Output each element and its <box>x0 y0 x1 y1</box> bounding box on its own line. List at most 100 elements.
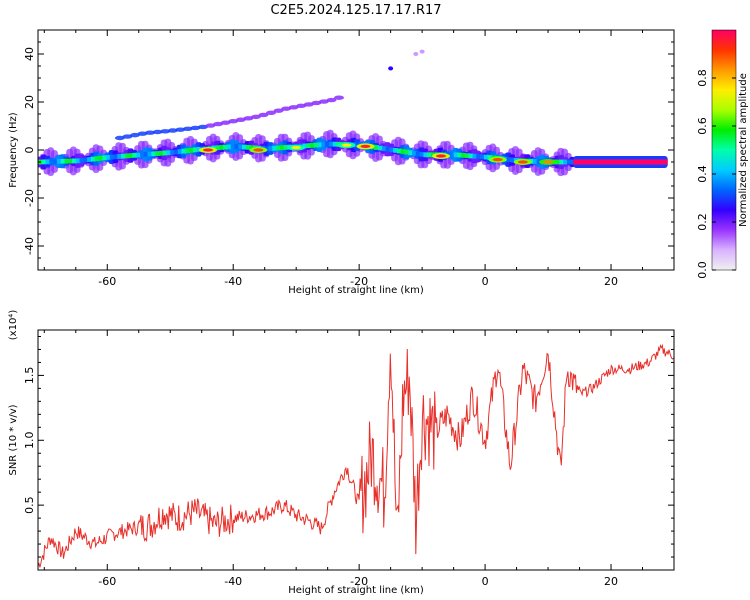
harmonic-cell <box>243 116 254 121</box>
heatmap-core-cell <box>332 141 338 147</box>
heatmap-core-cell <box>396 148 402 154</box>
spectrogram-x-ticks: -60 -40 -20 0 20 <box>43 30 675 288</box>
heatmap-core-cell <box>124 153 130 159</box>
y-tick-label: -40 <box>23 237 36 255</box>
harmonic-cell <box>182 126 193 131</box>
harmonic-cell <box>288 105 299 110</box>
harmonic-cell <box>273 108 284 113</box>
heatmap-core-cell <box>476 154 482 159</box>
harmonic-cell <box>303 102 314 107</box>
heatmap-core-cell <box>60 158 66 164</box>
colorbar-ticks: 0.0 0.2 0.4 0.6 0.8 <box>696 69 736 279</box>
x-tick-label: -40 <box>224 575 242 588</box>
snr-y-ticks: 0.5 1.0 1.5 <box>23 335 674 558</box>
y-tick-label: -20 <box>23 189 36 207</box>
heatmap-core-cell <box>49 159 55 165</box>
heatmap-core-cell <box>559 159 565 165</box>
x-tick-label: 20 <box>604 275 618 288</box>
heatmap-core-cell <box>378 145 383 151</box>
heatmap-core-cell <box>468 153 474 159</box>
spectrogram-y-ticks: -40 -20 0 20 40 <box>23 29 674 271</box>
heatmap-core-cell <box>532 159 538 164</box>
heatmap-core-cell <box>415 151 421 157</box>
harmonic-cell <box>129 132 140 138</box>
heatmap-core-cell <box>68 158 74 164</box>
hotspot <box>341 143 352 147</box>
heatmap-core-cell <box>98 155 104 161</box>
x-tick-label: 20 <box>604 575 618 588</box>
spectrogram-heatmap <box>38 49 668 177</box>
x-tick-label: -40 <box>224 275 242 288</box>
heatmap-core-cell <box>408 150 414 156</box>
heatmap-core-cell <box>128 153 134 158</box>
heatmap-core-cell <box>189 147 194 153</box>
heatmap-core-cell <box>87 157 92 162</box>
heatmap-core-cell <box>464 153 470 159</box>
heatmap-core-cell <box>506 157 512 163</box>
heatmap-core-cell <box>162 150 168 156</box>
colorbar-tick-label: 0.2 <box>696 213 709 231</box>
heatmap-core-cell <box>113 154 119 160</box>
heatmap-core-cell <box>321 142 327 147</box>
heatmap-core-cell <box>192 147 198 153</box>
heatmap-core-cell <box>132 152 138 158</box>
harmonic-cell <box>160 129 171 134</box>
heatmap-core-cell <box>102 155 108 161</box>
heatmap-core-cell <box>400 149 406 154</box>
colorbar-label: Normalized spectral amplitude <box>738 73 749 227</box>
hotspot <box>517 160 528 164</box>
y-tick-label: 0 <box>23 147 36 154</box>
harmonic-cell <box>114 135 125 141</box>
heatmap-core-cell <box>90 156 96 162</box>
heatmap-core-cell <box>536 159 542 164</box>
heatmap-core-cell <box>177 149 183 154</box>
heatmap-core-cell <box>234 144 240 149</box>
hotspot <box>492 158 503 162</box>
heatmap-core-cell <box>170 150 176 155</box>
harmonic-cell <box>318 99 329 104</box>
x-tick-label: -60 <box>98 275 116 288</box>
spectrogram-panel: -60 -40 -20 0 20 -40 -20 0 20 40 Height of strai… <box>8 29 675 296</box>
heatmap-core-cell <box>109 154 115 160</box>
heatmap-core-cell <box>136 152 142 158</box>
heatmap-core-cell <box>75 158 81 164</box>
harmonic-cell <box>167 128 178 133</box>
hotspot <box>543 160 554 164</box>
harmonic-cell <box>145 130 156 135</box>
heatmap-core-cell <box>328 141 334 147</box>
heatmap-core-cell <box>181 148 187 154</box>
heatmap-core-cell <box>41 159 47 165</box>
heatmap-core-cell <box>306 143 312 149</box>
harmonic-cell <box>311 100 322 106</box>
snr-panel: -60 -40 -20 0 20 0.5 1.0 1.5 Height of straigh… <box>8 310 675 596</box>
heatmap-core-cell <box>272 145 278 151</box>
heatmap-core-cell <box>94 156 100 162</box>
heatmap-core-cell <box>510 157 516 163</box>
constant-segment <box>573 159 668 165</box>
heatmap-core-cell <box>385 146 391 152</box>
heatmap-core-cell <box>117 154 123 159</box>
heatmap-core-cell <box>238 144 244 150</box>
heatmap-core-cell <box>427 152 432 158</box>
y-tick-label: 0.5 <box>23 496 36 514</box>
heatmap-core-cell <box>419 152 425 157</box>
harmonic-cell <box>326 97 337 103</box>
harmonic-cell <box>235 117 246 122</box>
heatmap-core-cell <box>249 145 255 151</box>
heatmap-core-cell <box>72 158 77 164</box>
heatmap-core-cell <box>566 159 572 165</box>
heatmap-core-cell <box>215 145 221 151</box>
heatmap-core-cell <box>264 146 270 152</box>
hotspot <box>436 154 447 158</box>
snr-x-ticks: -60 -40 -20 0 20 <box>43 330 675 588</box>
heatmap-core-cell <box>151 151 157 157</box>
heatmap-core-cell <box>147 151 153 157</box>
heatmap-core-cell <box>245 144 251 150</box>
heatmap-core-cell <box>423 152 429 158</box>
harmonic-cell <box>281 106 292 111</box>
colorbar-tick-label: 0.0 <box>696 261 709 279</box>
x-tick-label: -20 <box>350 275 368 288</box>
heatmap-core-cell <box>226 144 232 150</box>
heatmap-core-cell <box>461 152 466 158</box>
